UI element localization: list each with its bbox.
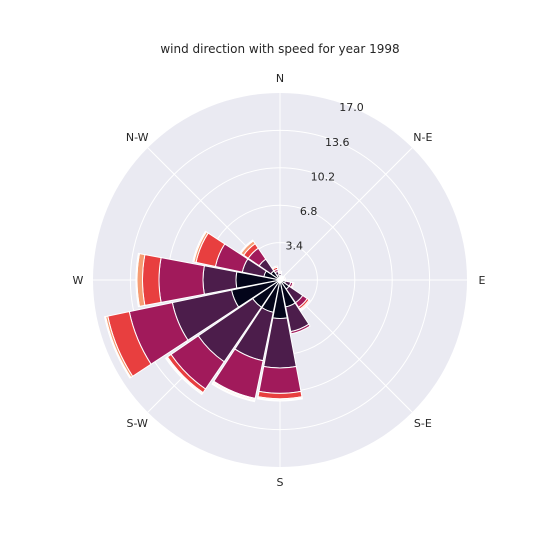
bar-W-bin-5: [135, 252, 141, 308]
r-tick-label-1: 6.8: [300, 205, 318, 218]
direction-label-e: E: [479, 274, 486, 287]
bar-W-bin-2: [158, 257, 205, 303]
bar-ENE-bin-2: [282, 276, 286, 280]
bar-NW-bin-5: [239, 239, 255, 255]
bar-SSW-bin-5: [211, 382, 256, 403]
chart-title: wind direction with speed for year 1998: [160, 42, 399, 56]
direction-label-n: N: [276, 72, 284, 85]
r-tick-label-0: 3.4: [286, 239, 304, 252]
r-tick-label-3: 13.6: [325, 136, 350, 149]
bar-WSW-bin-5: [103, 316, 132, 379]
bar-SE-bin-4: [299, 299, 311, 311]
wind-bars: [103, 230, 311, 403]
direction-label-n-e: N-E: [413, 131, 432, 144]
direction-label-n-w: N-W: [126, 131, 149, 144]
r-tick-label-4: 17.0: [339, 101, 364, 114]
r-tick-label-2: 10.2: [311, 170, 336, 183]
direction-label-w: W: [73, 274, 84, 287]
grid-spoke-1: [279, 147, 413, 281]
bar-NNE-bin-3: [280, 275, 284, 278]
bar-SSE-bin-2: [290, 323, 311, 335]
bar-WNW-bin-5: [192, 230, 208, 263]
bar-W-bin-3: [142, 254, 162, 306]
radial-tick-labels: 3.4 6.8 10.2 13.6 17.0: [286, 101, 364, 252]
direction-label-s: S: [277, 476, 284, 489]
bar-S-bin-5: [257, 397, 303, 402]
direction-label-s-w: S-W: [126, 417, 148, 430]
direction-labels: N N-E E S-E S S-W W N-W: [73, 72, 486, 489]
direction-label-s-e: S-E: [414, 417, 432, 430]
bar-S-bin-2: [258, 365, 302, 394]
bar-NNW-bin-4: [271, 265, 278, 270]
bar-SW-bin-5: [164, 356, 204, 396]
